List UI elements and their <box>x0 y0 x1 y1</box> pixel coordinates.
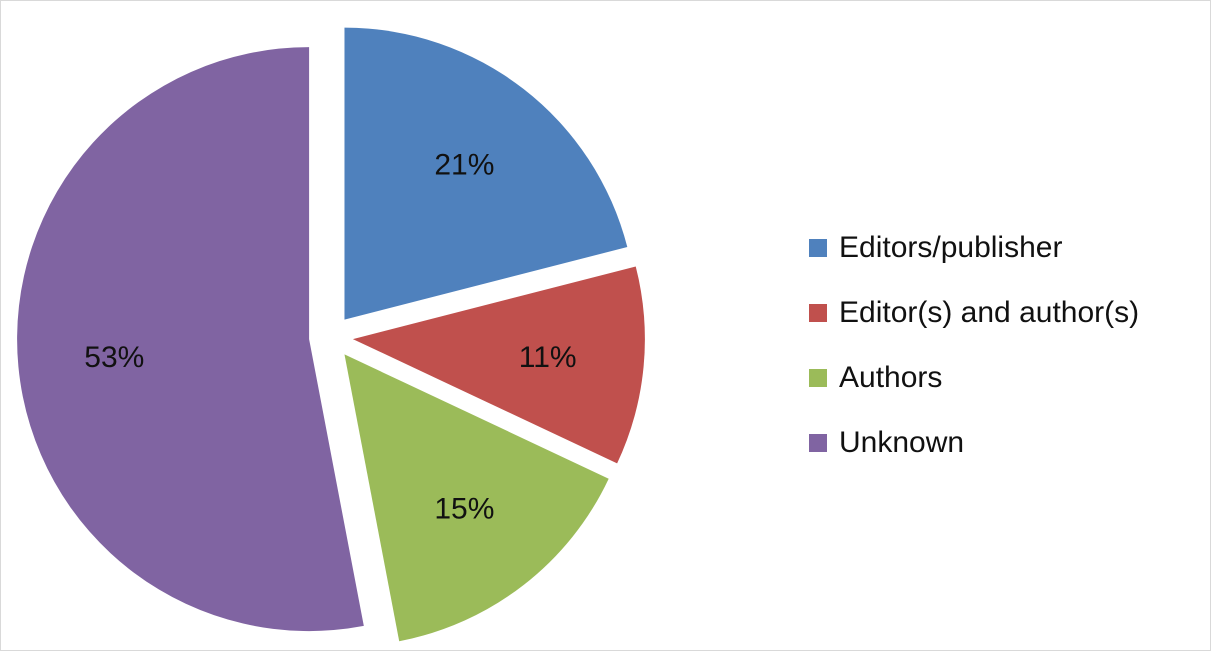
legend-label-editors-and-authors: Editor(s) and author(s) <box>839 295 1140 329</box>
slice-label-unknown: 53% <box>84 341 144 374</box>
legend-label-editors-publisher: Editors/publisher <box>839 230 1063 264</box>
pie-slice-editors-publisher <box>344 27 628 320</box>
legend-label-unknown: Unknown <box>839 425 965 459</box>
legend-item-unknown: Unknown <box>809 410 1209 475</box>
pie-slice-authors <box>344 354 609 642</box>
legend-swatch-authors <box>809 368 827 387</box>
slice-label-authors: 15% <box>434 492 494 525</box>
pie-slice-unknown <box>17 47 364 632</box>
legend-item-authors: Authors <box>809 345 1209 410</box>
legend-item-editors-and-authors: Editor(s) and author(s) <box>809 280 1209 345</box>
legend-swatch-unknown <box>809 433 827 452</box>
legend-swatch-editors-and-authors <box>809 303 827 322</box>
legend: Editors/publisher Editor(s) and author(s… <box>809 215 1209 475</box>
legend-item-editors-publisher: Editors/publisher <box>809 215 1209 280</box>
legend-swatch-editors-publisher <box>809 238 827 257</box>
pie-slice-editors-and-authors <box>352 266 645 464</box>
slice-label-editors-and-authors: 11% <box>519 341 577 374</box>
legend-label-authors: Authors <box>839 360 943 394</box>
slice-label-editors-publisher: 21% <box>434 149 494 182</box>
